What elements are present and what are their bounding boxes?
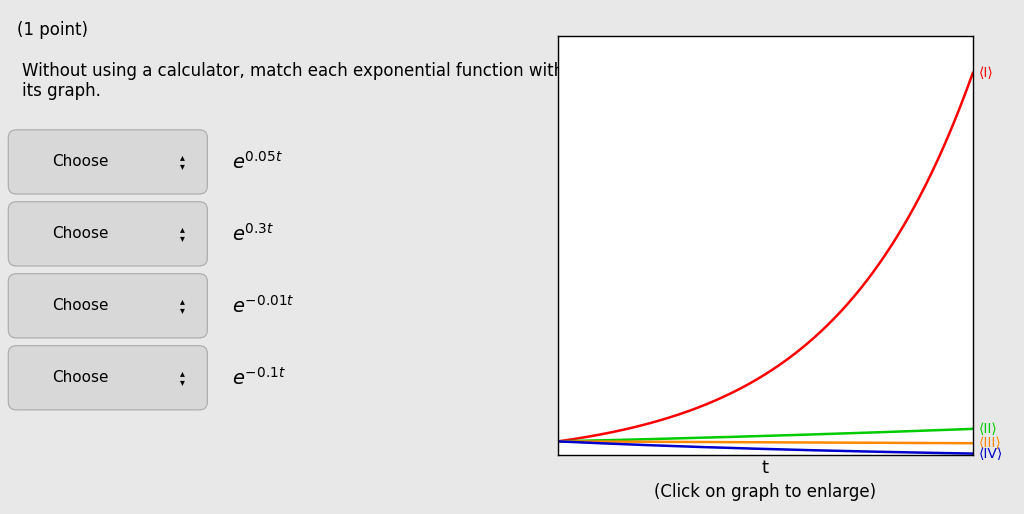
Text: ⟨IV⟩: ⟨IV⟩ [979, 447, 1004, 461]
Text: $e^{-0.1t}$: $e^{-0.1t}$ [232, 367, 286, 389]
Text: $e^{-0.01t}$: $e^{-0.01t}$ [232, 295, 295, 317]
Text: ⟨I⟩: ⟨I⟩ [979, 66, 993, 80]
FancyBboxPatch shape [8, 273, 207, 338]
Text: (1 point): (1 point) [16, 21, 88, 39]
FancyBboxPatch shape [8, 130, 207, 194]
X-axis label: t: t [762, 459, 769, 477]
Text: Choose: Choose [52, 370, 109, 386]
Text: ▴
▾: ▴ ▾ [180, 224, 185, 244]
Text: Choose: Choose [52, 298, 109, 314]
Text: (Click on graph to enlarge): (Click on graph to enlarge) [654, 483, 877, 501]
FancyBboxPatch shape [8, 201, 207, 266]
Text: Without using a calculator, match each exponential function with
its graph.: Without using a calculator, match each e… [23, 62, 564, 100]
Text: $e^{0.05t}$: $e^{0.05t}$ [232, 151, 284, 173]
FancyBboxPatch shape [8, 345, 207, 410]
Text: Choose: Choose [52, 226, 109, 242]
Text: Choose: Choose [52, 154, 109, 170]
Text: ▴
▾: ▴ ▾ [180, 296, 185, 316]
Text: ▴
▾: ▴ ▾ [180, 368, 185, 388]
Text: ⟨III⟩: ⟨III⟩ [979, 436, 1001, 450]
Text: ▴
▾: ▴ ▾ [180, 152, 185, 172]
Text: $e^{0.3t}$: $e^{0.3t}$ [232, 223, 274, 245]
Text: ⟨II⟩: ⟨II⟩ [979, 422, 997, 436]
